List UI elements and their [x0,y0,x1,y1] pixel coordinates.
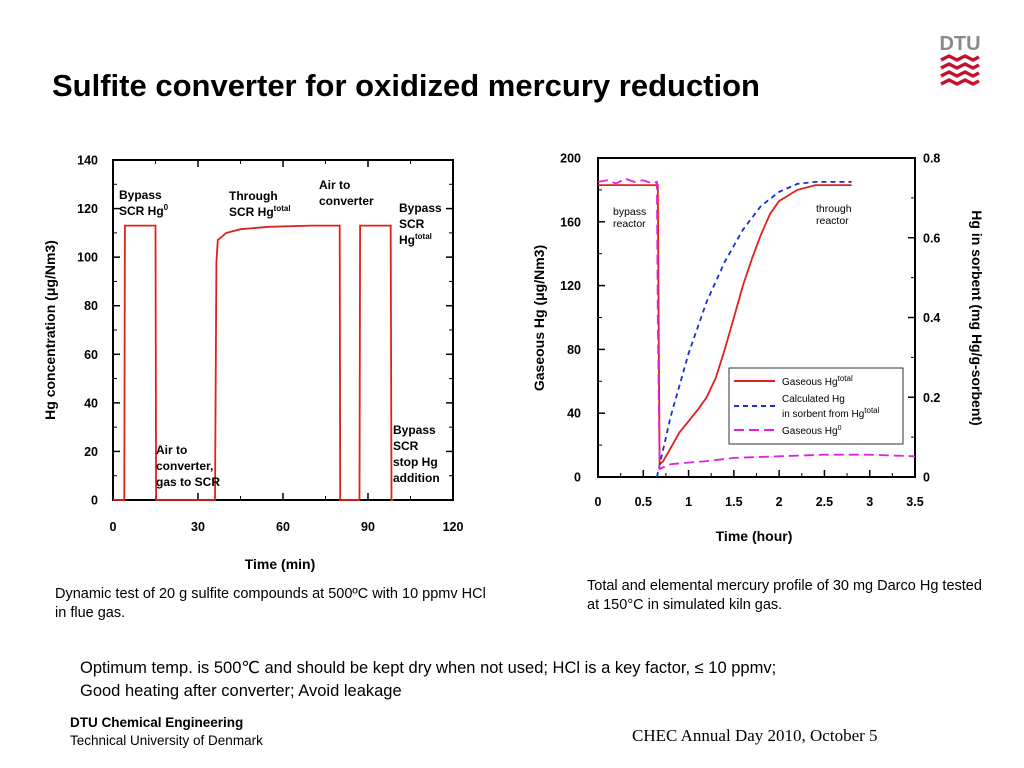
y-tick-label: 20 [84,445,98,459]
annotation-air-converter-scr: Air to converter, gas to SCR [156,443,220,489]
y-axis-ticks: 0 20 40 60 80 100 120 140 [77,154,453,508]
svg-text:Air to: Air to [156,443,187,457]
x-axis-label: Time (hour) [716,528,793,544]
logo-text: DTU [939,33,980,55]
x-tick-label: 60 [276,520,290,534]
y-tick-label: 0 [91,494,98,508]
svg-text:Through: Through [229,189,278,203]
y-tick-label: 60 [84,348,98,362]
y-axis-ticks: 0 40 80 120 160 200 [560,152,605,485]
chart-hg-concentration: 0 20 40 60 80 100 120 140 0 30 60 90 120 Time (min)… [42,154,464,573]
x-tick-label: 120 [443,520,464,534]
svg-text:converter: converter [319,194,374,208]
x-tick-label: 0 [595,495,602,509]
x-tick-label: 1 [685,495,692,509]
y-tick-label: 100 [77,251,98,265]
x-tick-label: 0.5 [635,495,652,509]
svg-text:stop Hg: stop Hg [393,455,438,469]
y-tick-label: 80 [84,299,98,313]
svg-text:Bypass: Bypass [119,188,162,202]
svg-text:SCR: SCR [399,217,425,231]
y2-axis-label: Hg in sorbent (mg Hg/g-sorbent) [969,210,985,425]
conclusion-line-2: Good heating after converter; Avoid leak… [80,682,402,700]
chart-legend: Gaseous Hgtotal Calculated Hg in sorbent… [728,367,904,445]
x-tick-label: 1.5 [725,495,742,509]
y2-tick-label: 0.2 [923,391,940,405]
y-tick-label: 120 [560,279,581,293]
caption-left: Dynamic test of 20 g sulfite compounds a… [55,586,486,621]
svg-text:Bypass: Bypass [399,201,442,215]
series-line-gaseous-hg0 [597,177,916,471]
x-tick-label: 2.5 [816,495,833,509]
svg-text:through: through [816,203,852,215]
logo-waves [940,54,980,86]
annotation-bypass-reactor: bypass reactor [613,206,646,230]
svg-text:SCR Hgtotal: SCR Hgtotal [229,204,291,219]
x-tick-label: 3 [866,495,873,509]
svg-text:Bypass: Bypass [393,423,436,437]
legend-label-gaseous-total: Gaseous Hgtotal [782,374,853,388]
x-axis-ticks: 0 0.5 1 1.5 2 2.5 3 3.5 [595,470,924,509]
series-line-hg-concentration [113,224,394,501]
svg-text:addition: addition [393,471,440,485]
y-tick-label: 140 [77,154,98,168]
y-axis-label: Hg concentration (μg/Nm3) [42,240,58,420]
x-axis-label: Time (min) [245,556,316,572]
footer-university: Technical University of Denmark [70,733,263,748]
x-tick-label: 3.5 [906,495,923,509]
data-series [597,177,916,478]
legend-label-calculated: Calculated Hg in sorbent from Hgtotal [782,394,880,420]
y2-axis-ticks: 0 0.2 0.4 0.6 0.8 [908,152,940,485]
y-tick-label: 80 [567,343,581,357]
y2-tick-label: 0.6 [923,231,940,245]
svg-text:converter,: converter, [156,459,213,473]
svg-text:gas to SCR: gas to SCR [156,475,220,489]
y-tick-label: 160 [560,215,581,229]
y-tick-label: 200 [560,152,581,166]
y2-tick-label: 0 [923,471,930,485]
annotation-through-total: Through SCR Hgtotal [229,189,291,219]
svg-text:Air to: Air to [319,178,350,192]
y-tick-label: 120 [77,202,98,216]
annotation-bypass-total: Bypass SCR Hgtotal [399,201,442,247]
footer-department: DTU Chemical Engineering [70,715,244,730]
conclusion-line-1: Optimum temp. is 500℃ and should be kept… [80,659,777,677]
svg-text:reactor: reactor [613,218,646,230]
annotation-air-converter: Air to converter [319,178,374,208]
footer-event: CHEC Annual Day 2010, October 5 [632,726,878,745]
x-tick-label: 2 [776,495,783,509]
y-tick-label: 40 [567,407,581,421]
y2-tick-label: 0.4 [923,311,940,325]
y-axis-label: Gaseous Hg (μg/Nm3) [531,245,547,391]
slide-title: Sulfite converter for oxidized mercury r… [52,68,760,103]
legend-label-gaseous-0: Gaseous Hg0 [782,425,842,437]
annotation-bypass-hg0: Bypass SCR Hg0 [119,188,169,218]
svg-text:SCR Hg0: SCR Hg0 [119,203,169,218]
x-axis-ticks: 0 30 60 90 120 [110,160,464,534]
x-tick-label: 0 [110,520,117,534]
caption-right: Total and elemental mercury profile of 3… [587,578,982,613]
svg-text:bypass: bypass [613,206,646,218]
svg-text:SCR: SCR [393,439,419,453]
chart-hg-profile: 0 40 80 120 160 200 0 0.2 0.4 0.6 0.8 0 0.5 1 1.5 2 2.… [531,152,985,545]
dtu-logo: DTU [939,33,981,86]
x-tick-label: 90 [361,520,375,534]
x-tick-label: 30 [191,520,205,534]
y-tick-label: 0 [574,471,581,485]
annotation-through-reactor: through reactor [816,203,852,227]
data-series [113,224,394,501]
annotation-bypass-stop: Bypass SCR stop Hg addition [393,423,440,485]
conclusion-text: Optimum temp. is 500℃ and should be kept… [80,657,980,703]
series-line-gaseous-hg-total [598,184,852,467]
svg-text:Hgtotal: Hgtotal [399,232,432,247]
y2-tick-label: 0.8 [923,152,940,166]
svg-text:reactor: reactor [816,215,849,227]
y-tick-label: 40 [84,396,98,410]
